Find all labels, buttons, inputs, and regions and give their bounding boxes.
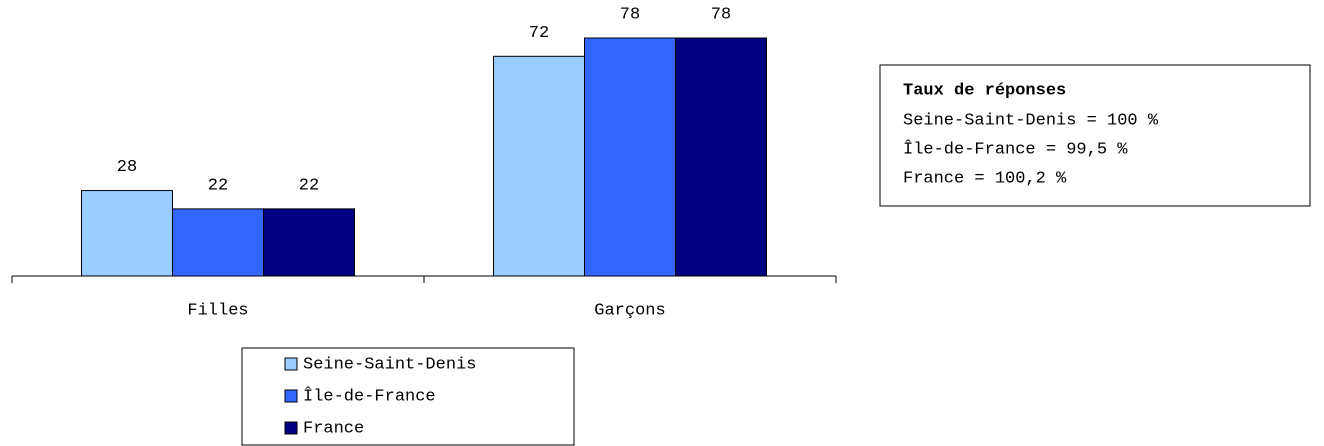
legend-label: Seine-Saint-Denis <box>303 355 476 374</box>
annotation-line: Île-de-France = 99,5 % <box>903 139 1128 159</box>
legend-swatch <box>284 421 298 435</box>
data-label: 78 <box>711 5 731 24</box>
bar <box>263 208 355 277</box>
legend-label: France <box>303 419 364 438</box>
bar <box>675 37 767 277</box>
annotation-line: Seine-Saint-Denis = 100 % <box>903 111 1159 130</box>
legend-label: Île-de-France <box>303 386 436 406</box>
bar <box>493 55 585 277</box>
bar <box>172 208 264 277</box>
data-label: 72 <box>529 24 549 43</box>
annotation-box <box>879 64 1311 207</box>
bar <box>81 190 173 277</box>
data-label: 78 <box>620 5 640 24</box>
data-label: 22 <box>299 176 319 195</box>
bar <box>584 37 676 277</box>
annotation-title: Taux de réponses <box>903 81 1066 100</box>
legend-swatch <box>284 389 298 403</box>
data-label: 22 <box>208 176 228 195</box>
annotation-line: France = 100,2 % <box>903 169 1067 188</box>
legend-swatch <box>284 357 298 371</box>
data-label: 28 <box>117 158 137 177</box>
x-tick-label: Filles <box>187 301 248 320</box>
x-tick-label: Garçons <box>594 301 665 320</box>
